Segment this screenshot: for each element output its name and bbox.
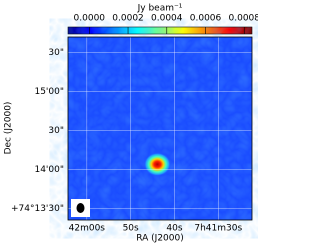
y-axis-label: Dec (J2000) (4, 102, 14, 155)
colorbar-tick-label: 0.0002 (112, 14, 144, 24)
colorbar-tick-label: 0.0008 (229, 14, 258, 24)
frame (67, 36, 253, 221)
colorbar-tick-label: 0.0006 (190, 14, 222, 24)
beam (76, 203, 85, 213)
image-noise (68, 37, 252, 220)
x-axis-label: RA (J2000) (136, 234, 184, 244)
x-tick-label: 42m00s (69, 224, 106, 234)
colorbar-tick-label: 0.0004 (151, 14, 183, 24)
y-tick-label: 15'00" (34, 87, 64, 97)
source (143, 152, 171, 177)
x-tick-label: 50s (123, 224, 139, 234)
colorbar-label: Jy beam⁻¹ (137, 4, 183, 14)
chart: Jy beam⁻¹ RA (J2000) Dec (J2000) 0.0000 0… (4, 4, 259, 244)
colorbar (67, 26, 253, 35)
y-tick-label: 30" (48, 48, 64, 58)
y-tick-label: 14'00" (34, 165, 64, 175)
y-tick-label: +74°13'30" (11, 204, 64, 214)
image-layer (68, 37, 252, 220)
colorbar-tick-label: 0.0000 (74, 14, 106, 24)
y-tick-label: 30" (48, 126, 64, 136)
x-tick-label: 7h41m30s (194, 224, 242, 234)
x-tick-label: 40s (166, 224, 182, 234)
